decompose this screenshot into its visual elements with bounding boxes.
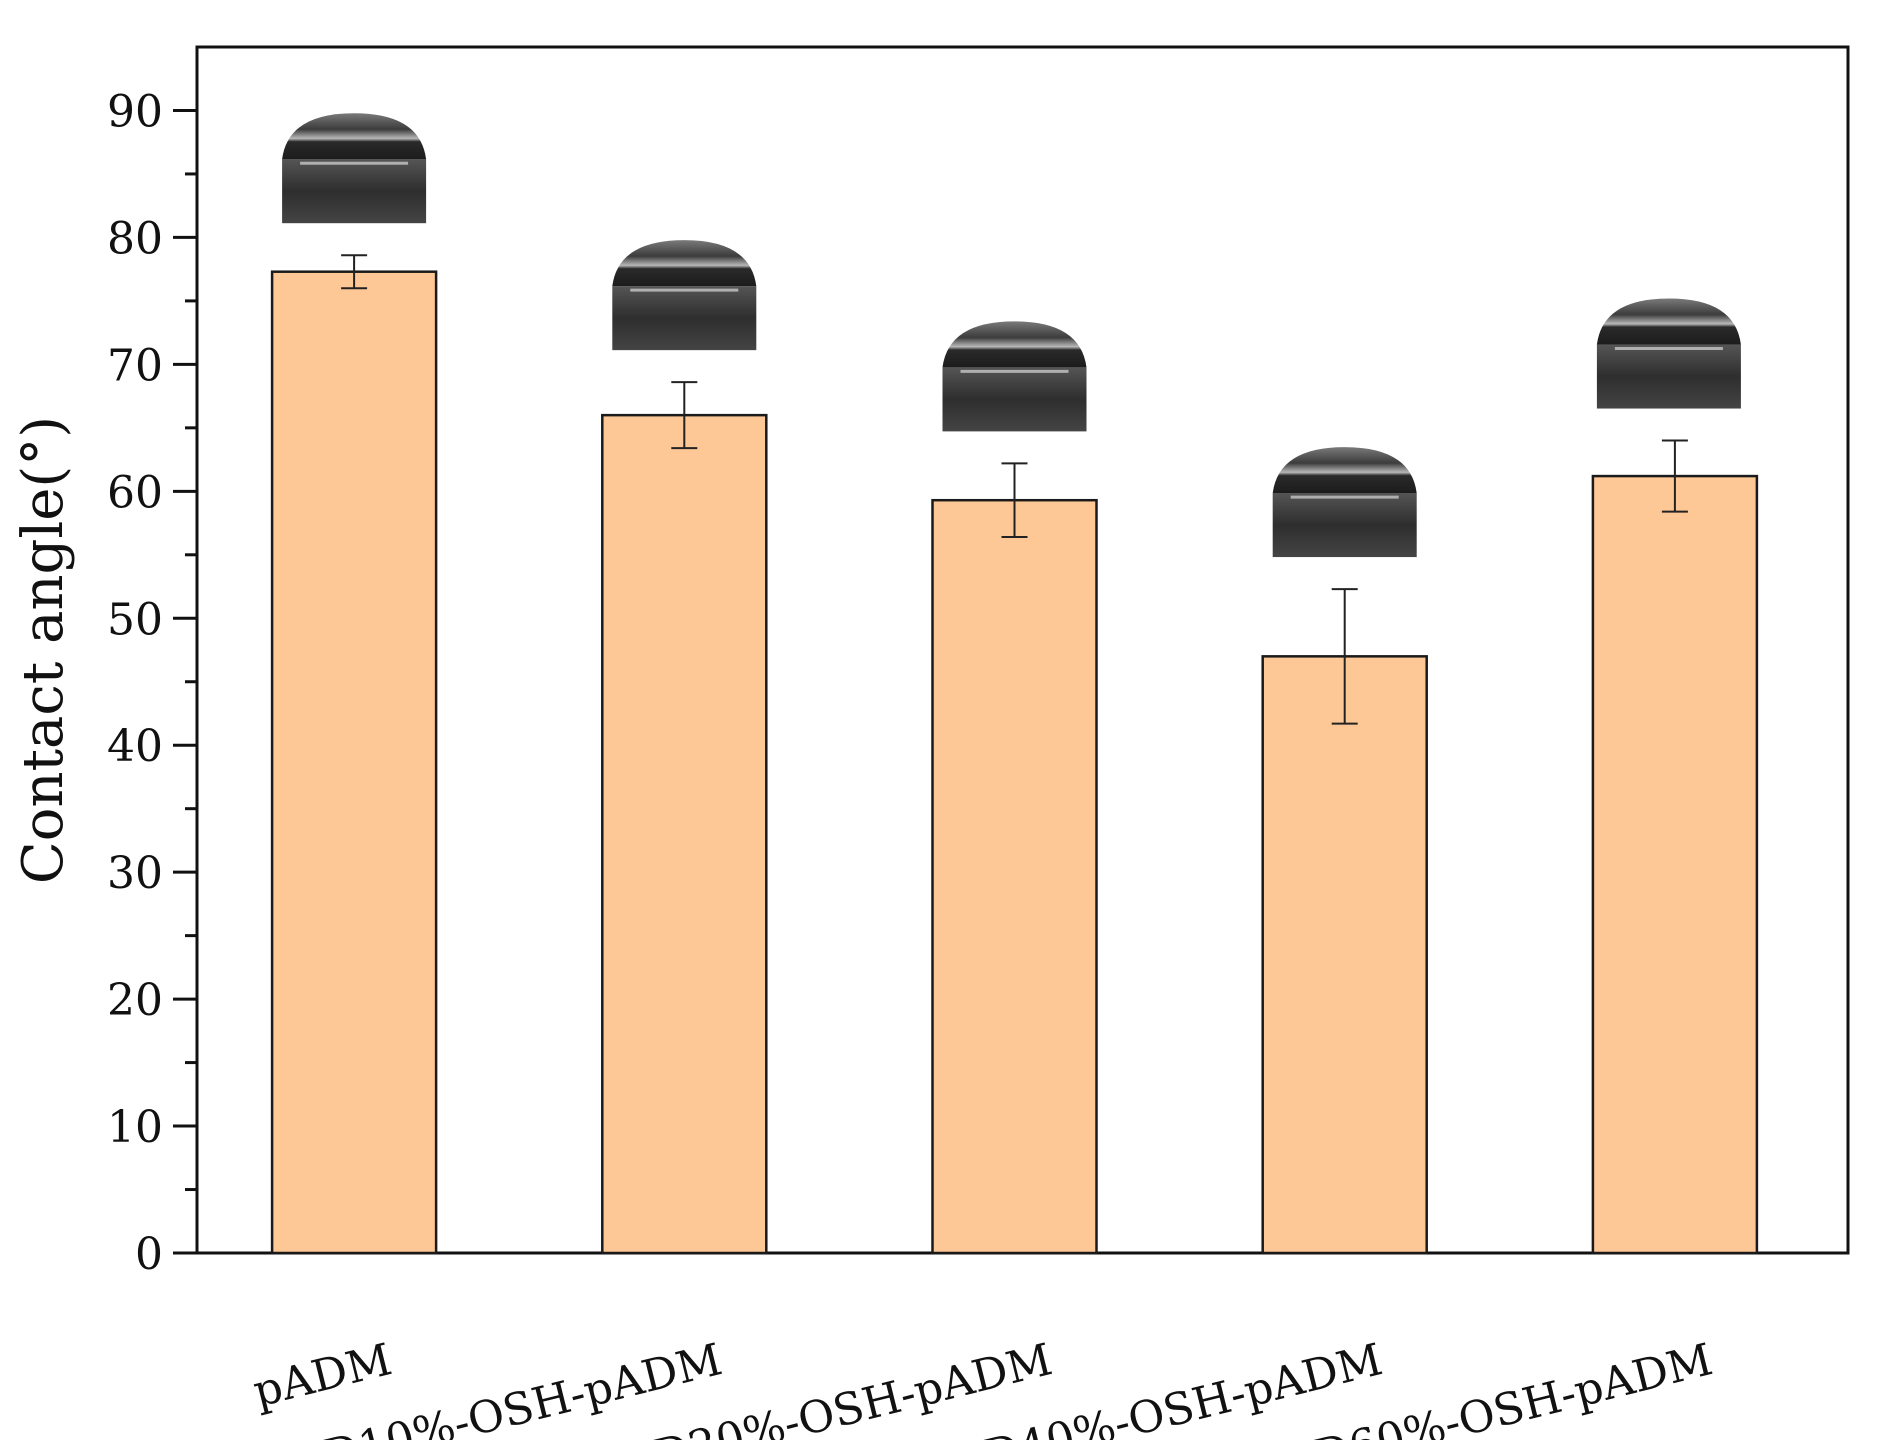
y-tick-label: 60: [107, 467, 163, 518]
y-tick-label: 50: [107, 594, 163, 645]
droplet-substrate: [1272, 493, 1417, 558]
droplet-substrate: [1596, 344, 1741, 409]
droplet-photo: [282, 113, 427, 224]
x-axis-labels: pADMOD10%-OSH-pADMOD20%-OSH-pADMOD40%-OS…: [248, 1334, 1717, 1445]
y-tick-label: 10: [107, 1102, 163, 1153]
droplet-substrate: [282, 159, 427, 224]
bar: [931, 498, 1098, 1255]
y-tick-label: 0: [135, 1229, 163, 1280]
y-tick-label: 20: [107, 975, 163, 1026]
bar: [1591, 474, 1759, 1255]
droplet-photo: [1272, 447, 1417, 558]
y-tick-label: 80: [107, 213, 163, 264]
droplet-cap: [612, 240, 757, 287]
bar: [601, 413, 768, 1255]
y-tick-label: 30: [107, 848, 163, 899]
bar: [270, 270, 438, 1255]
y-tick-label: 40: [107, 721, 163, 772]
y-tick-label: 90: [107, 86, 163, 137]
droplet-cap: [282, 113, 427, 160]
y-axis-title: Contact angle(°): [11, 416, 76, 884]
error-bars: [341, 254, 1688, 725]
droplet-photo: [1596, 298, 1741, 409]
y-axis-ticks: 0 10 20 30 40 50 60 70 80 90: [107, 86, 197, 1280]
droplet-cap: [1272, 447, 1417, 494]
bars: [270, 270, 1759, 1255]
droplet-photo: [942, 321, 1087, 432]
droplet-substrate: [942, 367, 1087, 432]
bar: [1261, 655, 1428, 1255]
droplet-cap: [1596, 298, 1741, 345]
droplet-cap: [942, 321, 1087, 368]
droplet-insets: [282, 113, 1741, 558]
droplet-photo: [612, 240, 757, 351]
x-tick-label: pADM: [248, 1334, 396, 1417]
y-tick-label: 70: [107, 340, 163, 391]
droplet-substrate: [612, 286, 757, 351]
